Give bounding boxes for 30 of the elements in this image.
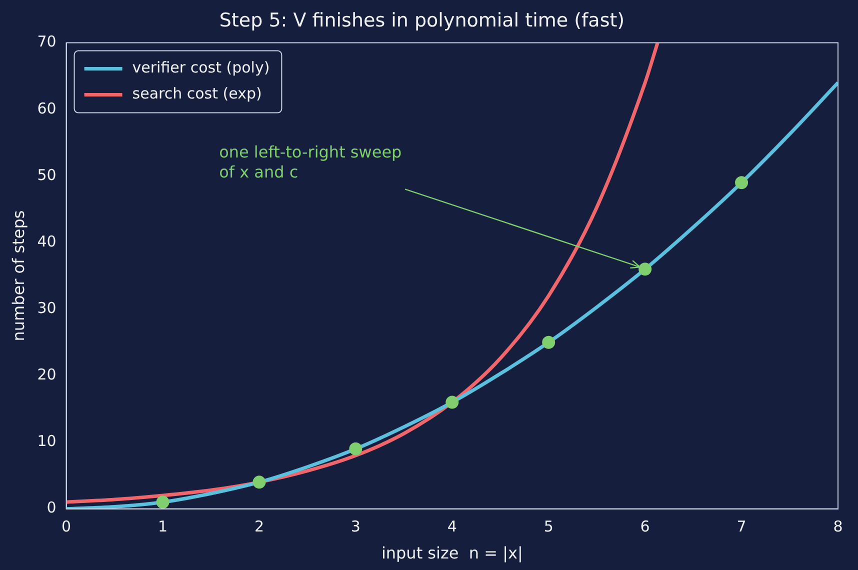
annotation: one left-to-right sweep of x and c (219, 142, 402, 182)
y-tick-label: 40 (37, 232, 56, 250)
x-tick-label: 7 (736, 518, 746, 536)
y-tick-label: 50 (37, 166, 56, 184)
x-axis-title: input size n = |x| (381, 544, 523, 563)
y-tick-label: 20 (37, 366, 56, 384)
y-axis-title: number of steps (8, 210, 28, 342)
y-tick-label: 70 (37, 32, 56, 51)
y-tick-label: 30 (37, 298, 56, 317)
legend-label: search cost (exp) (132, 84, 262, 103)
chart-title: Step 5: V finishes in polynomial time (fast) (219, 9, 625, 32)
x-tick-label: 4 (447, 518, 457, 536)
point (349, 442, 362, 456)
x-tick-label: 2 (254, 518, 264, 536)
y-tick-label: 10 (37, 432, 56, 450)
point (735, 176, 748, 190)
point (252, 476, 266, 489)
point (156, 496, 170, 509)
point (446, 396, 459, 409)
x-tick-label: 0 (62, 518, 72, 536)
point (542, 336, 556, 349)
legend-label: verifier cost (poly) (132, 58, 270, 77)
x-tick-label: 8 (833, 518, 843, 536)
point (638, 262, 652, 276)
y-tick-label: 0 (46, 498, 56, 517)
x-tick-label: 5 (544, 518, 554, 536)
x-tick-label: 3 (350, 518, 360, 536)
x-tick-label: 6 (640, 518, 650, 536)
x-tick-label: 1 (158, 518, 168, 536)
y-tick-label: 60 (37, 99, 56, 118)
